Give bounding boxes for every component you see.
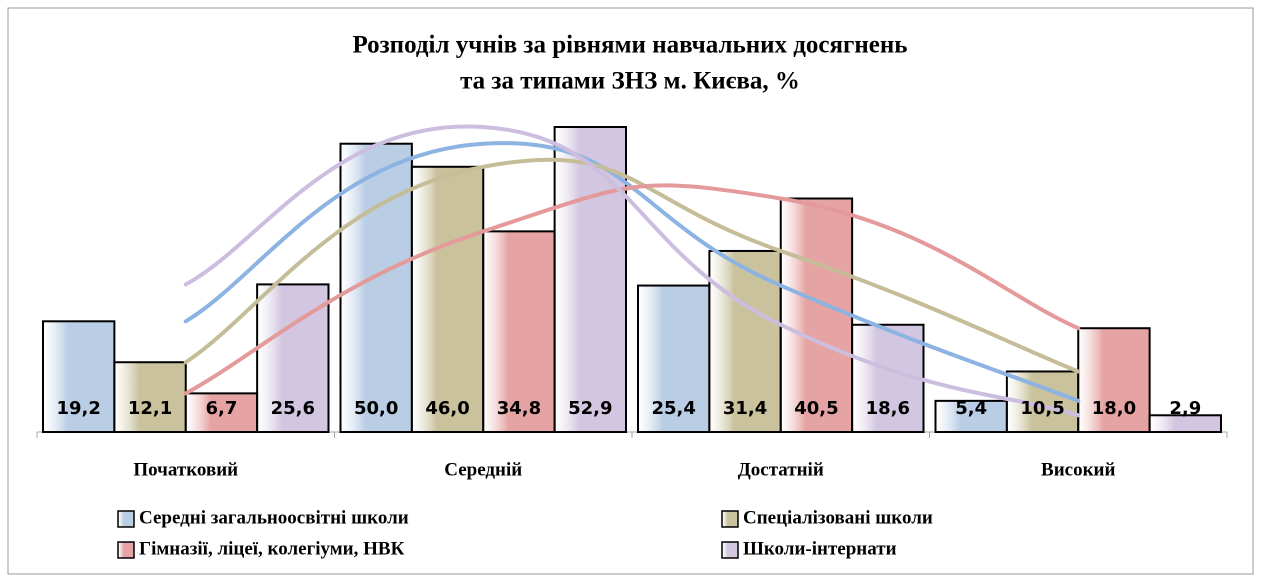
- bar: [637, 284, 711, 433]
- legend-swatch: [721, 510, 739, 528]
- x-tick-label: Середній: [444, 459, 522, 480]
- legend-label: Гімназії, ліцеї, колегіуми, НВК: [139, 538, 405, 559]
- legend-label: Середні загальноосвітні школи: [139, 507, 409, 528]
- bar: [113, 361, 187, 433]
- bar: [184, 392, 259, 434]
- x-tick-label: Високий: [1041, 459, 1115, 480]
- data-label: 40,5: [794, 398, 838, 419]
- bar: [934, 399, 1008, 433]
- bar: [779, 197, 854, 433]
- bar: [553, 126, 627, 433]
- chart-title: Розподіл учнів за рівнями навчальних дос…: [352, 32, 907, 59]
- bar: [1148, 414, 1222, 434]
- legend-label: Спеціалізовані школи: [743, 507, 933, 528]
- trend-line: [183, 157, 1081, 374]
- data-label: 52,9: [568, 398, 612, 419]
- bar: [1077, 327, 1151, 433]
- data-label: 2,9: [1169, 398, 1201, 419]
- data-label: 25,6: [271, 398, 315, 419]
- data-label: 10,5: [1020, 398, 1064, 419]
- trend-line: [183, 183, 1081, 396]
- chart-title: та за типами ЗНЗ м. Києва, %: [460, 68, 800, 95]
- legend-label: Школи-інтернати: [743, 538, 897, 559]
- bar: [482, 230, 556, 433]
- data-label: 31,4: [723, 398, 767, 419]
- data-label: 46,0: [425, 398, 469, 419]
- data-label: 6,7: [205, 398, 237, 419]
- data-label: 18,0: [1092, 398, 1136, 419]
- legend-swatch: [117, 541, 135, 559]
- x-tick-label: Достатній: [738, 459, 824, 480]
- legend-swatch: [117, 510, 135, 528]
- legend-swatch: [721, 541, 739, 559]
- bar: [410, 165, 485, 433]
- trend-line: [183, 141, 1081, 403]
- data-label: 18,6: [866, 398, 910, 419]
- data-label: 34,8: [497, 398, 541, 419]
- x-tick-label: Початковий: [133, 459, 238, 480]
- data-label: 19,2: [56, 398, 100, 419]
- data-label: 50,0: [354, 398, 398, 419]
- data-label: 25,4: [651, 398, 695, 419]
- chart-frame: [7, 7, 1254, 575]
- trend-line: [183, 124, 1081, 418]
- data-label: 5,4: [955, 398, 987, 419]
- data-label: 12,1: [128, 398, 172, 419]
